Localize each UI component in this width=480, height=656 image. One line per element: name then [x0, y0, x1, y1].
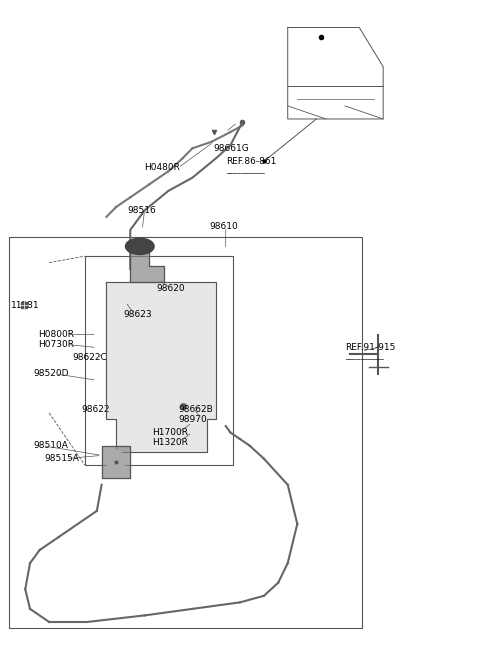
- Text: 11281: 11281: [11, 300, 39, 310]
- Text: 98622C: 98622C: [72, 353, 107, 362]
- Circle shape: [108, 450, 124, 474]
- Ellipse shape: [125, 238, 154, 255]
- Text: REF.91-915: REF.91-915: [345, 343, 396, 352]
- Text: 98661G: 98661G: [214, 144, 250, 153]
- Bar: [9, 237, 362, 628]
- Text: 98620: 98620: [156, 284, 185, 293]
- Text: 98520D: 98520D: [34, 369, 69, 379]
- Polygon shape: [130, 250, 164, 282]
- Text: H0730R: H0730R: [38, 340, 74, 349]
- Text: H0800R: H0800R: [38, 330, 74, 339]
- Text: H1700R: H1700R: [152, 428, 188, 437]
- Text: 98610: 98610: [209, 222, 238, 232]
- Bar: [85, 256, 233, 465]
- Polygon shape: [107, 282, 216, 452]
- Text: __________: __________: [345, 351, 384, 360]
- Text: REF.86-861: REF.86-861: [226, 157, 276, 166]
- Bar: [102, 445, 130, 478]
- Text: 98516: 98516: [128, 206, 156, 215]
- Text: H1320R: H1320R: [152, 438, 188, 447]
- Text: 98510A: 98510A: [34, 441, 69, 450]
- Text: __________: __________: [226, 165, 264, 174]
- Text: H0480R: H0480R: [144, 163, 180, 173]
- Text: 98515A: 98515A: [44, 454, 79, 463]
- Text: 98662B: 98662B: [178, 405, 213, 414]
- Text: 98622: 98622: [82, 405, 110, 414]
- Text: 98970: 98970: [178, 415, 207, 424]
- Text: 98623: 98623: [123, 310, 152, 319]
